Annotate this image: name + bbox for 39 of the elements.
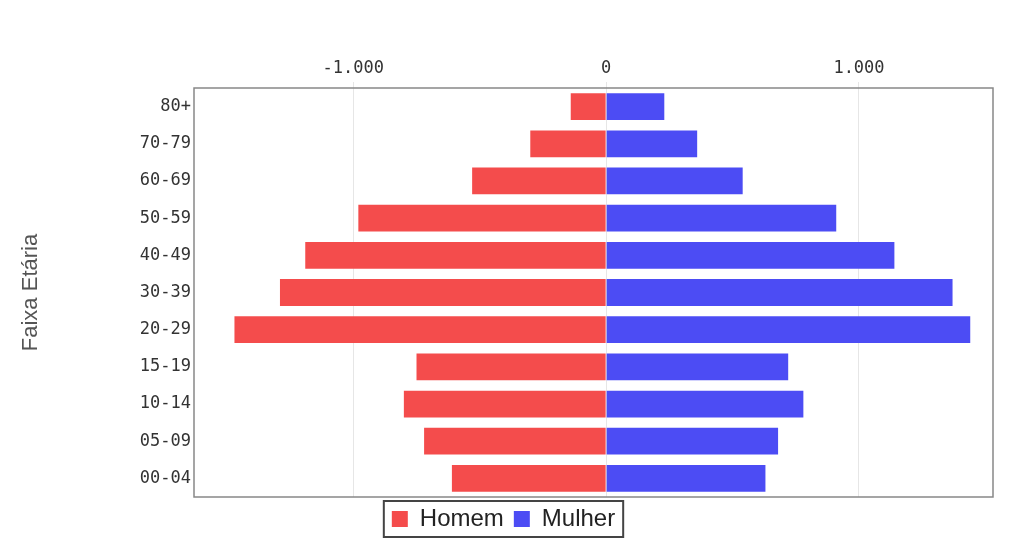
bar (606, 167, 743, 195)
x-tick-label: -1.000 (322, 57, 385, 78)
bar (606, 279, 953, 306)
bar (358, 204, 606, 232)
y-tick-label: 00-04 (139, 466, 191, 487)
bar (279, 279, 606, 306)
y-tick-label: 50-59 (139, 206, 191, 227)
y-tick-label: 70-79 (139, 132, 191, 153)
bar (606, 241, 895, 269)
y-tick-label: 60-69 (139, 169, 191, 190)
y-tick-label: 30-39 (139, 280, 191, 301)
bar (606, 353, 789, 381)
bar (606, 204, 837, 232)
bar (472, 167, 606, 195)
y-tick-label: 80+ (160, 95, 191, 116)
bar (403, 390, 606, 418)
y-tick-label: 05-09 (139, 429, 191, 450)
bar (305, 241, 606, 269)
x-tick-label: 1.000 (833, 57, 885, 78)
bar (606, 316, 971, 344)
bar (606, 465, 766, 492)
x-tick-label: 0 (601, 57, 612, 78)
bar (416, 353, 606, 381)
y-axis-title: Faixa Etária (17, 233, 43, 352)
y-tick-label: 40-49 (139, 243, 191, 264)
bar (451, 465, 606, 492)
bar (570, 93, 606, 120)
bar (606, 130, 698, 158)
bar (234, 316, 606, 344)
y-tick-label: 10-14 (139, 392, 191, 413)
y-tick-label: 20-29 (139, 318, 191, 339)
bar (606, 93, 665, 120)
bar (530, 130, 606, 158)
bar (606, 427, 779, 455)
legend-label: Mulher (541, 503, 616, 531)
bar (424, 427, 606, 455)
legend-label: Homem (419, 503, 504, 531)
bar (606, 390, 804, 418)
y-tick-label: 15-19 (139, 355, 191, 376)
